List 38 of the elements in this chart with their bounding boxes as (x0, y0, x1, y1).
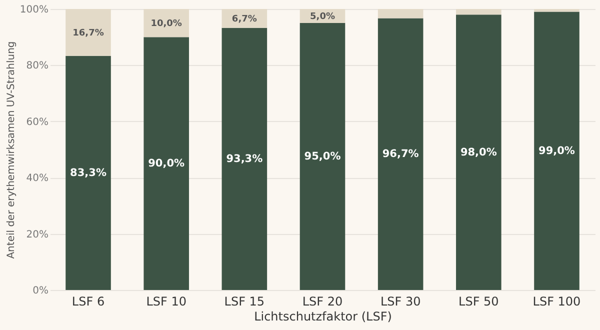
x-tick-label: LSF 10 (146, 294, 186, 308)
bar (378, 9, 424, 18)
x-tick-label: LSF 50 (458, 294, 499, 308)
y-tick-label: 80% (26, 60, 48, 72)
bar (144, 37, 189, 290)
y-tick-label: 20% (26, 229, 48, 240)
x-tick-label: LSF 100 (532, 294, 581, 308)
data-label: 10,0% (150, 19, 182, 30)
bar (144, 9, 189, 38)
data-label: 5,0% (310, 12, 335, 22)
bar (534, 9, 580, 12)
x-tick-label: LSF 6 (72, 294, 105, 308)
bar (456, 14, 502, 290)
bar (456, 9, 502, 15)
bar (66, 56, 111, 290)
data-label: 95,0% (304, 150, 342, 163)
data-label: 99,0% (538, 144, 576, 157)
data-label: 90,0% (148, 158, 186, 170)
y-tick-label: 60% (26, 116, 48, 128)
bar (378, 18, 424, 290)
x-tick-label: LSF 30 (380, 294, 421, 308)
data-label: 83,3% (70, 166, 107, 179)
bar (534, 12, 580, 290)
bar (66, 9, 111, 56)
data-label: 6,7% (232, 14, 257, 24)
y-axis-title: Anteil der erythemwirksamen UV-Strahlung (6, 41, 17, 259)
data-label: 16,7% (72, 28, 104, 38)
x-tick-label: LSF 20 (302, 294, 343, 308)
data-label: 93,3% (226, 152, 264, 165)
data-label: 96,7% (382, 148, 420, 160)
y-tick-label: 0% (32, 286, 48, 296)
x-tick-label: LSF 15 (224, 294, 265, 308)
x-axis-title: Lichtschutzfaktor (LSF) (254, 310, 392, 324)
bar (300, 23, 346, 290)
y-tick-label: 100% (20, 4, 48, 16)
bar (222, 28, 268, 290)
y-tick-label: 40% (26, 173, 48, 184)
data-label: 98,0% (460, 146, 498, 158)
